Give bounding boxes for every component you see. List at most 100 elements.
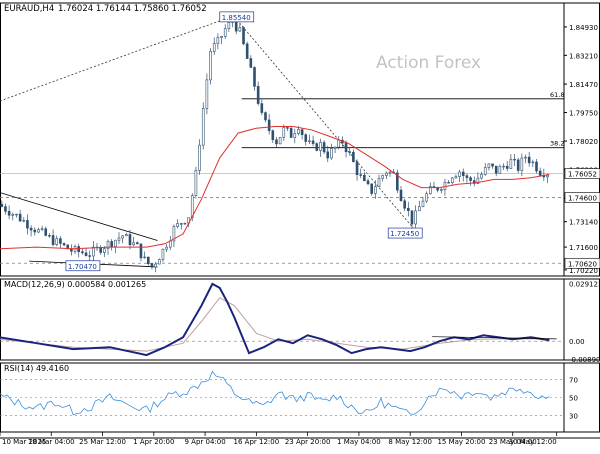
candle-body [520,157,524,171]
x-tick-label: 16 Apr 12:00 [234,438,280,446]
candle-body [293,133,297,138]
candle-body [370,183,373,194]
candle-body [256,86,260,104]
candle-body [223,28,227,37]
macd-tick-label: 0.029123 [569,281,600,289]
candle-body [487,163,491,168]
candle-body [322,142,326,153]
candle-body [286,127,289,129]
candle-body [300,129,304,135]
candle-body [227,22,231,29]
level-label: 1.70620 [568,260,597,268]
candle-body [297,129,300,134]
candle-body [205,79,209,109]
candle-body [114,239,117,247]
candle-body [172,226,176,242]
candle-body [396,172,399,191]
candle-body [4,206,7,212]
candle-body [51,235,55,245]
price-annotation: 1.70470 [68,263,97,271]
rsi-tick-label: 30 [569,413,578,421]
candle-body [282,127,286,138]
price-annotation-box [65,260,101,272]
candle-body [472,180,476,184]
x-tick-label: 23 Apr 20:00 [285,438,331,446]
x-tick-label: 1 May 04:00 [337,438,381,446]
candle-body [363,174,366,182]
x-tick-label: 30 May 12:00 [509,438,557,446]
candle-body [388,171,392,174]
candle-body [70,248,73,252]
candle-body [461,171,465,176]
candle-body [425,193,428,202]
candle-body [88,255,91,257]
candle-body [414,210,417,225]
candle-body [106,241,110,249]
candle-body [128,234,132,246]
candle-body [410,210,414,225]
candle-body [48,235,51,237]
candle-body [355,161,359,175]
candle-body [315,143,319,151]
price-panel: 61.8 38.2 1.85540 1.72450 1.70470 [0,11,564,273]
price-label-box [564,168,600,179]
candle-body [403,200,406,209]
candle-body [26,220,29,229]
candle-body [399,189,403,202]
candle-body [249,58,253,68]
price-annotation: 1.85540 [222,14,251,22]
candle-body [168,240,172,248]
candle-body [447,182,450,184]
candle-body [264,112,267,121]
price-label: 1.76052 [568,171,597,179]
header-ohlc: 1.76024 1.76144 1.75860 1.76052 [58,4,207,14]
candle-body [201,108,205,146]
candle-body [505,165,509,169]
x-tick-label: 23 May 04:00 [489,438,537,446]
candle-body [524,156,527,159]
x-tick-label: 1 Apr 20:00 [133,438,174,446]
candle-body [366,180,370,185]
candle-body [161,248,165,260]
candle-body [117,237,121,241]
candle-body [439,189,443,191]
rsi-tick-label: 70 [569,376,578,384]
fib-level-label: 38.2 [550,140,564,148]
trendline-dotted [234,16,418,234]
candle-body [165,246,168,250]
candle-body [483,167,487,175]
candle-body [278,136,282,145]
candle-body [330,148,333,159]
candle-body [245,43,249,59]
macd-title: MACD(12,26,9) 0.000584 0.001265 [4,280,146,289]
candle-body [139,243,143,259]
rsi-tick-label: 50 [569,395,578,403]
candle-body [176,223,179,227]
candle-body [304,134,308,142]
trendline-dotted [0,16,231,102]
candle-body [190,195,194,218]
x-tick-label: 15 May 20:00 [437,438,485,446]
candle-body [37,229,40,233]
candle-body [212,43,216,52]
rsi-panel [0,370,564,416]
candle-body [502,165,505,168]
candle-body [238,27,242,32]
x-tick-label: 10 Mar 2025 [2,438,46,446]
candle-body [421,200,425,208]
candle-body [33,229,37,233]
candle-body [220,35,223,38]
candle-body [509,158,513,169]
fib-level-label: 61.8 [550,91,564,99]
candle-body [418,206,421,212]
candle-body [81,251,84,254]
candle-body [44,228,48,236]
candle-body [480,174,483,179]
candle-body [535,161,538,172]
y-tick-label: 1.73140 [569,219,598,227]
candle-body [308,140,311,142]
y-tick-label: 1.81470 [569,81,598,89]
candle-body [125,234,128,237]
